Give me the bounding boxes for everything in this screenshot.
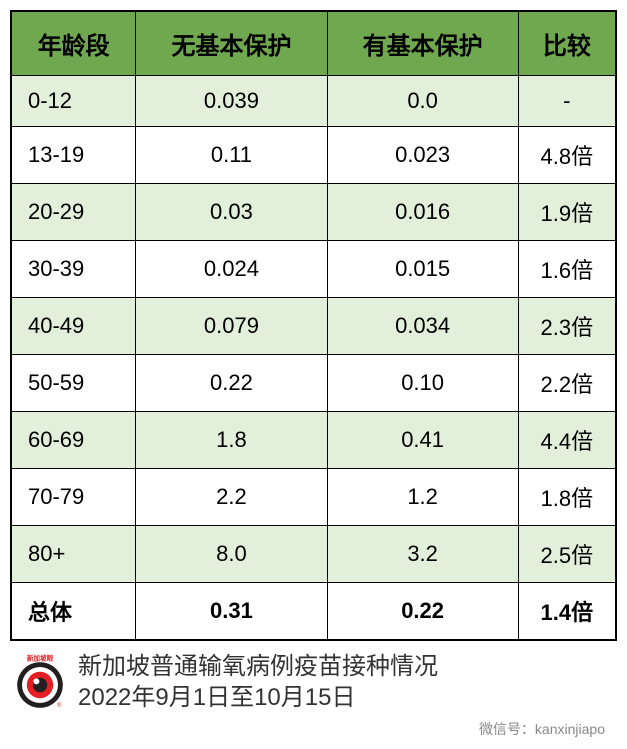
cell-no_protect: 8.0 (136, 526, 327, 583)
cell-ratio: - (518, 76, 616, 127)
cell-protect: 0.034 (327, 298, 518, 355)
table-row: 30-390.0240.0151.6倍 (11, 241, 616, 298)
cell-age: 0-12 (11, 76, 136, 127)
footer-line1: 新加坡普通输氧病例疫苗接种情况 (78, 651, 438, 682)
cell-protect: 0.10 (327, 355, 518, 412)
cell-age: 50-59 (11, 355, 136, 412)
table-row: 80+8.03.22.5倍 (11, 526, 616, 583)
cell-ratio: 1.9倍 (518, 184, 616, 241)
cell-protect: 0.023 (327, 127, 518, 184)
cell-protect: 0.22 (327, 583, 518, 641)
cell-age: 总体 (11, 583, 136, 641)
cell-ratio: 2.2倍 (518, 355, 616, 412)
cell-ratio: 1.8倍 (518, 469, 616, 526)
cell-no_protect: 0.22 (136, 355, 327, 412)
col-header-no-protect: 无基本保护 (136, 11, 327, 76)
table-row: 20-290.030.0161.9倍 (11, 184, 616, 241)
cell-protect: 0.0 (327, 76, 518, 127)
table-row: 13-190.110.0234.8倍 (11, 127, 616, 184)
table-row: 总体0.310.221.4倍 (11, 583, 616, 641)
footer-text: 新加坡普通输氧病例疫苗接种情况 2022年9月1日至10月15日 (78, 651, 438, 713)
cell-protect: 0.41 (327, 412, 518, 469)
table-row: 60-691.80.414.4倍 (11, 412, 616, 469)
cell-ratio: 1.6倍 (518, 241, 616, 298)
cell-age: 40-49 (11, 298, 136, 355)
cell-age: 20-29 (11, 184, 136, 241)
cell-protect: 3.2 (327, 526, 518, 583)
cell-age: 70-79 (11, 469, 136, 526)
cell-age: 80+ (11, 526, 136, 583)
table-row: 50-590.220.102.2倍 (11, 355, 616, 412)
header-row: 年龄段 无基本保护 有基本保护 比较 (11, 11, 616, 76)
cell-no_protect: 0.31 (136, 583, 327, 641)
cell-ratio: 2.3倍 (518, 298, 616, 355)
cell-ratio: 2.5倍 (518, 526, 616, 583)
col-header-ratio: 比较 (518, 11, 616, 76)
table-body: 0-120.0390.0-13-190.110.0234.8倍20-290.03… (11, 76, 616, 641)
table-row: 70-792.21.21.8倍 (11, 469, 616, 526)
cell-protect: 0.016 (327, 184, 518, 241)
table-row: 0-120.0390.0- (11, 76, 616, 127)
wechat-id: 微信号：kanxinjiapo (10, 719, 617, 739)
cell-protect: 0.015 (327, 241, 518, 298)
cell-no_protect: 0.079 (136, 298, 327, 355)
cell-no_protect: 0.03 (136, 184, 327, 241)
cell-no_protect: 0.039 (136, 76, 327, 127)
cell-ratio: 1.4倍 (518, 583, 616, 641)
cell-age: 13-19 (11, 127, 136, 184)
cell-ratio: 4.4倍 (518, 412, 616, 469)
data-table: 年龄段 无基本保护 有基本保护 比较 0-120.0390.0-13-190.1… (10, 10, 617, 641)
svg-text:新加坡眼: 新加坡眼 (27, 654, 54, 663)
cell-no_protect: 0.11 (136, 127, 327, 184)
cell-no_protect: 1.8 (136, 412, 327, 469)
cell-ratio: 4.8倍 (518, 127, 616, 184)
svg-text:®: ® (57, 702, 62, 709)
col-header-protect: 有基本保护 (327, 11, 518, 76)
col-header-age: 年龄段 (11, 11, 136, 76)
cell-age: 60-69 (11, 412, 136, 469)
table-row: 40-490.0790.0342.3倍 (11, 298, 616, 355)
logo-icon: 新加坡眼 ® (10, 652, 70, 712)
cell-protect: 1.2 (327, 469, 518, 526)
footer: 新加坡眼 ® 新加坡普通输氧病例疫苗接种情况 2022年9月1日至10月15日 (10, 651, 617, 713)
footer-line2: 2022年9月1日至10月15日 (78, 682, 438, 713)
cell-age: 30-39 (11, 241, 136, 298)
cell-no_protect: 0.024 (136, 241, 327, 298)
cell-no_protect: 2.2 (136, 469, 327, 526)
